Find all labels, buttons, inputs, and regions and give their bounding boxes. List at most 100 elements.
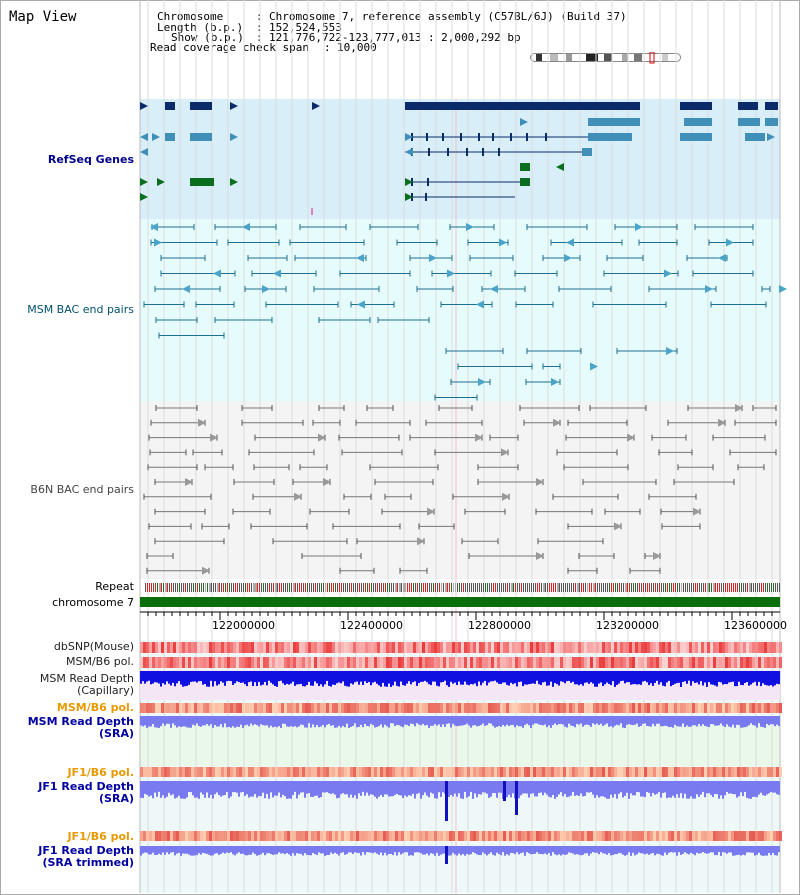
heat-cell — [770, 703, 773, 713]
heat-cell — [485, 657, 488, 668]
depth-bar — [602, 716, 604, 726]
gene-arrow — [520, 118, 528, 126]
track-label-msm-b6-pol[interactable]: MSM/B6 pol. — [66, 655, 134, 668]
heat-cell — [185, 831, 188, 841]
track-label-b6n-bac[interactable]: B6N BAC end pairs — [30, 483, 134, 496]
track-label-refseq[interactable]: RefSeq Genes — [47, 153, 134, 166]
depth-bar — [636, 671, 638, 685]
depth-bar — [268, 781, 270, 799]
heat-cell — [284, 767, 287, 777]
repeat-mark — [267, 583, 268, 592]
heat-cell — [176, 703, 179, 713]
track-label-jf1-b6-pol[interactable]: JF1/B6 pol. — [67, 766, 134, 779]
repeat-mark — [299, 583, 300, 592]
heat-cell — [602, 703, 605, 713]
depth-bar — [460, 781, 462, 799]
repeat-mark — [181, 583, 182, 592]
depth-bar — [496, 671, 498, 683]
depth-bar — [304, 671, 306, 687]
track-label-dbsnp[interactable]: dbSNP(Mouse) — [53, 640, 134, 653]
depth-bar — [266, 781, 268, 794]
heat-cell — [203, 703, 206, 713]
track-label-msm-depth-sra[interactable]: MSM Read Depth (SRA) — [27, 715, 134, 740]
depth-bar — [478, 846, 480, 856]
track-label-jf1-depth-sra[interactable]: JF1 Read Depth (SRA) — [38, 780, 134, 805]
depth-bar — [160, 716, 162, 727]
track-label-msm-b6-pol-2[interactable]: MSM/B6 pol. — [56, 701, 134, 714]
depth-bar — [346, 716, 348, 724]
track-label-chromosome[interactable]: chromosome 7 — [52, 596, 134, 609]
heat-cell — [380, 642, 383, 653]
depth-bar — [254, 846, 256, 855]
heat-cell — [707, 703, 710, 713]
depth-bar — [728, 781, 730, 794]
b6n-bac-arrow — [318, 433, 326, 442]
length-value: 152,524,553 — [269, 21, 342, 34]
depth-bar — [144, 716, 146, 726]
depth-bar — [256, 781, 258, 798]
depth-bar — [586, 671, 588, 683]
heat-cell — [635, 703, 638, 713]
repeat-mark — [437, 583, 438, 592]
depth-bar — [526, 671, 528, 685]
track-label-msm-depth-cap[interactable]: MSM Read Depth (Capillary) — [39, 672, 134, 697]
heat-cell — [329, 657, 332, 668]
track-label-jf1-b6-pol-2[interactable]: JF1/B6 pol. — [67, 830, 134, 843]
depth-bar — [162, 781, 164, 796]
depth-bar — [206, 781, 208, 793]
depth-bar — [710, 716, 712, 725]
track-label-jf1-depth-trim[interactable]: JF1 Read Depth (SRA trimmed) — [38, 844, 134, 869]
msm-bac-arrow — [466, 223, 474, 231]
repeat-mark — [703, 583, 704, 592]
heat-cell — [362, 657, 365, 668]
depth-bar — [624, 846, 626, 856]
depth-bar — [394, 671, 396, 682]
depth-bar — [366, 781, 368, 793]
depth-bar — [690, 781, 692, 797]
depth-bar — [524, 671, 526, 685]
depth-bar — [448, 716, 450, 724]
repeat-mark — [461, 583, 462, 592]
depth-bar — [672, 846, 674, 853]
depth-bar — [602, 846, 604, 854]
depth-bar — [316, 781, 318, 796]
heat-cell — [599, 703, 602, 713]
heat-cell — [311, 657, 314, 668]
track-label-repeat[interactable]: Repeat — [95, 580, 134, 593]
depth-bar — [574, 716, 576, 728]
repeat-mark — [517, 583, 518, 592]
depth-bar — [472, 781, 474, 799]
depth-bar — [170, 846, 172, 853]
repeat-mark — [389, 583, 390, 592]
heat-cell — [269, 703, 272, 713]
depth-bar — [386, 781, 388, 795]
depth-bar — [464, 781, 466, 792]
heat-cell — [713, 831, 716, 841]
depth-bar — [328, 846, 330, 855]
depth-bar — [720, 671, 722, 683]
heat-cell — [377, 642, 380, 653]
repeat-mark — [669, 583, 670, 592]
depth-bar — [736, 781, 738, 798]
heat-cell — [392, 703, 395, 713]
track-label-msm-bac[interactable]: MSM BAC end pairs — [27, 303, 134, 316]
heat-cell — [677, 642, 680, 653]
heat-cell — [416, 657, 419, 668]
depth-bar — [342, 781, 344, 794]
heat-cell — [539, 831, 542, 841]
depth-bar — [584, 671, 586, 683]
depth-bar — [308, 781, 310, 794]
heat-cell — [242, 642, 245, 653]
depth-bar — [250, 671, 252, 682]
repeat-mark — [343, 583, 344, 592]
depth-bar — [772, 781, 774, 793]
repeat-mark — [307, 583, 308, 592]
heat-cell — [602, 642, 605, 653]
repeat-mark — [385, 583, 386, 592]
depth-bar — [302, 671, 304, 687]
gene-exon — [765, 118, 778, 126]
heat-cell — [602, 767, 605, 777]
heat-cell — [479, 657, 482, 668]
depth-bar — [156, 716, 158, 728]
